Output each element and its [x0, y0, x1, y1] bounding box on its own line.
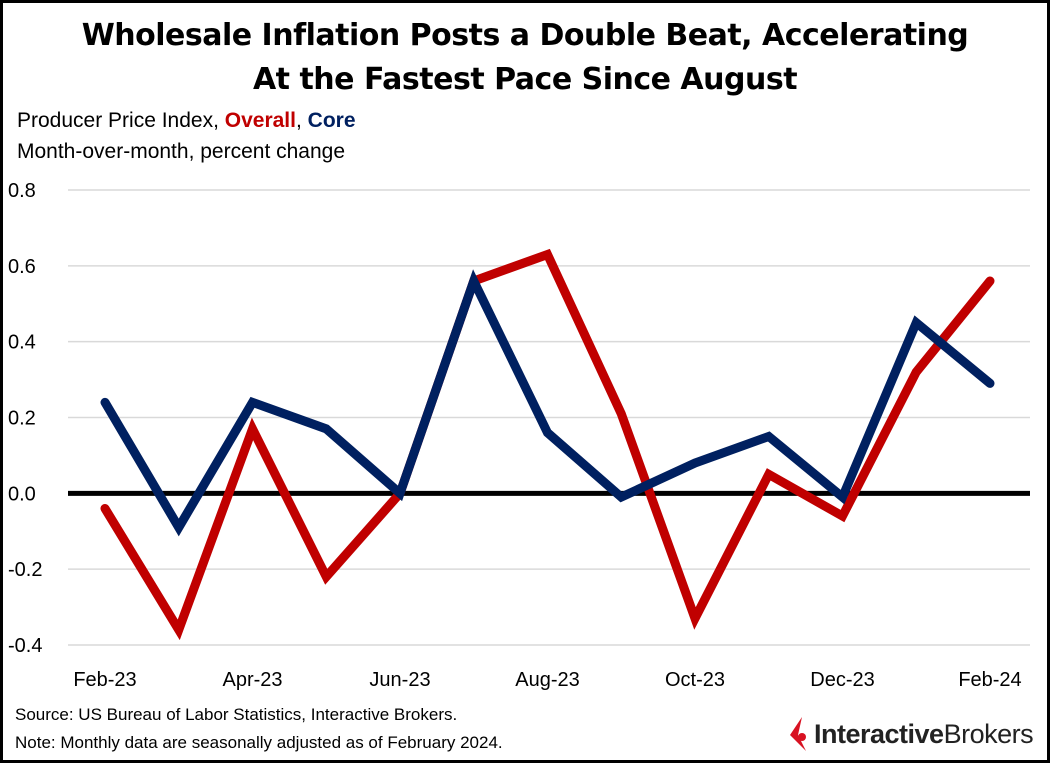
y-tick-label: 0.0: [8, 483, 36, 505]
chart-title: Wholesale Inflation Posts a Double Beat,…: [0, 14, 1050, 102]
subtitle-prefix: Producer Price Index,: [17, 109, 225, 132]
x-tick-label: Dec-23: [810, 669, 874, 691]
ib-logo-icon: [790, 717, 806, 751]
y-tick-label: 0.6: [8, 256, 36, 278]
y-tick-label: 0.8: [8, 180, 36, 202]
y-tick-label: 0.4: [8, 332, 36, 354]
y-tick-label: -0.2: [8, 559, 42, 581]
source-note: Source: US Bureau of Labor Statistics, I…: [15, 705, 458, 724]
x-tick-label: Feb-23: [73, 669, 136, 691]
y-tick-label: -0.4: [8, 635, 42, 657]
legend-overall: Overall: [224, 109, 296, 132]
x-tick-label: Apr-23: [222, 669, 282, 691]
x-tick-label: Oct-23: [665, 669, 725, 691]
logo-text-bold: Interactive: [814, 718, 944, 749]
subtitle-units: Month-over-month, percent change: [17, 140, 346, 163]
title-line-1: Wholesale Inflation Posts a Double Beat,…: [81, 18, 969, 53]
series-line-overall: [100, 248, 995, 641]
footnote: Note: Monthly data are seasonally adjust…: [15, 733, 503, 752]
x-tick-label: Feb-24: [958, 669, 1021, 691]
logo-text-regular: Brokers: [943, 718, 1034, 749]
interactive-brokers-logo: InteractiveBrokers: [788, 717, 1034, 751]
title-line-2: At the Fastest Pace Since August: [252, 62, 798, 97]
subtitle: Producer Price Index, Overall, Core: [17, 109, 356, 133]
x-tick-label: Aug-23: [515, 669, 580, 691]
x-tick-label: Jun-23: [369, 669, 430, 691]
subtitle-sep: ,: [295, 109, 308, 132]
legend-core: Core: [307, 109, 356, 132]
y-tick-label: 0.2: [8, 408, 36, 430]
